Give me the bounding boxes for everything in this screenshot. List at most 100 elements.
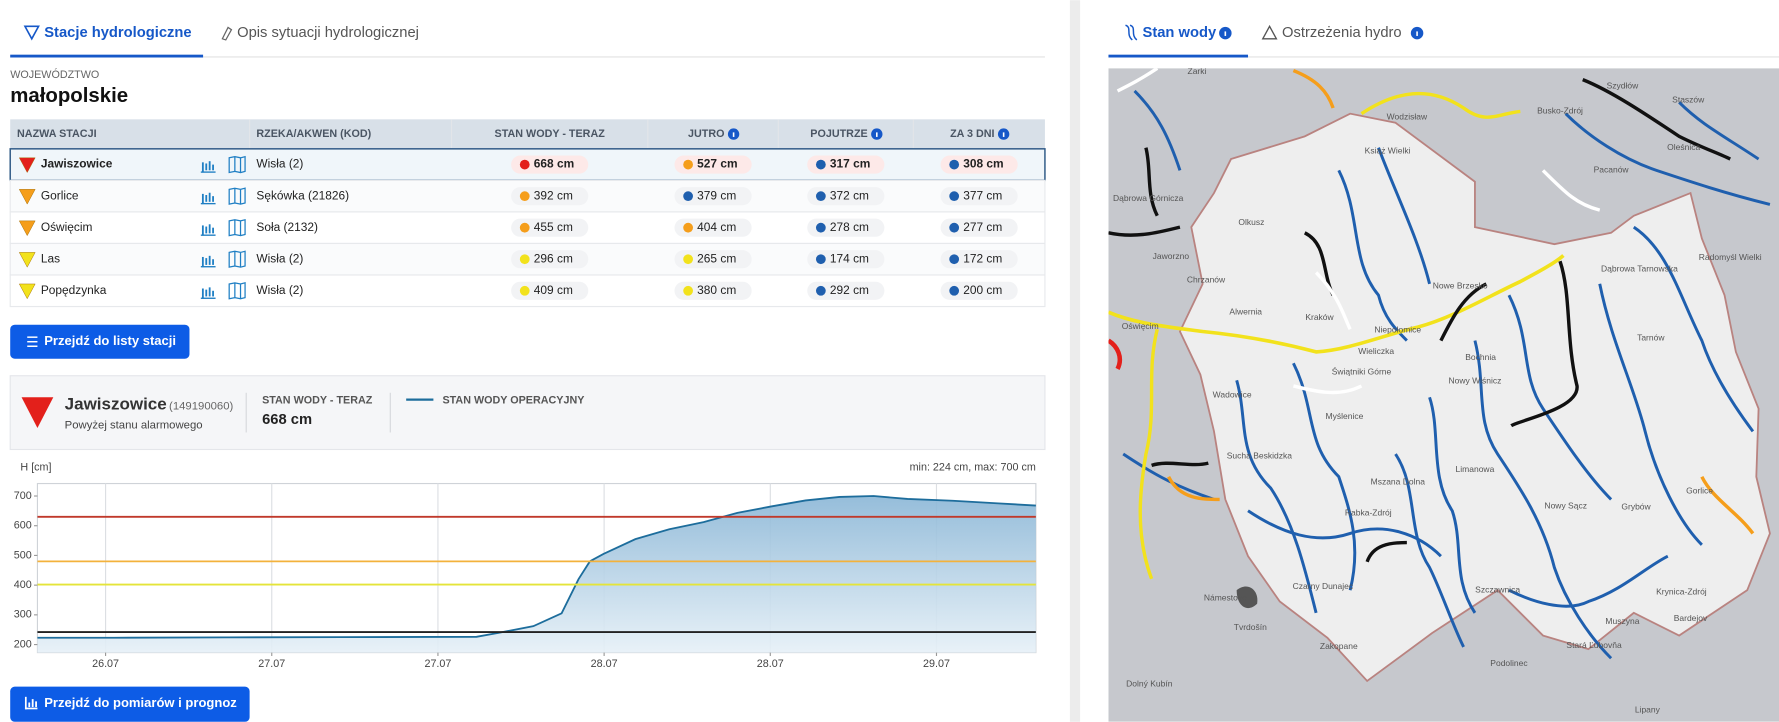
map-label: Radomyśl Wielki [1699, 252, 1762, 262]
level-value: 455 cm [534, 220, 573, 234]
column-header: ZA 3 DNI [950, 128, 994, 140]
icon-part [200, 202, 216, 205]
map-label: Busko-Zdrój [1537, 106, 1583, 116]
level-value: 296 cm [534, 251, 573, 265]
map-label: Gorlice [1686, 486, 1713, 496]
icon-part [200, 171, 216, 173]
map-label: Limanowa [1456, 464, 1495, 474]
x-tick-label: 28.07 [591, 658, 618, 670]
map-label: Dolný Kubín [1126, 679, 1173, 689]
tab[interactable]: Ostrzeżenia hydro [1282, 25, 1402, 41]
now-caption: STAN WODY - TERAZ [262, 395, 373, 407]
chart-icon[interactable] [200, 192, 216, 205]
map-label: Sucha Beskidzka [1227, 451, 1292, 461]
level-dot [519, 254, 530, 265]
level-value: 380 cm [697, 283, 736, 297]
map-label: Kraków [1305, 312, 1334, 322]
river-name: Sękówka (21826) [256, 188, 349, 202]
level-dot [949, 159, 960, 170]
map-label: Oświęcim [1122, 321, 1159, 331]
icon-part [212, 227, 214, 234]
level-pill [807, 218, 885, 237]
status-icon [18, 283, 36, 300]
level-pill [674, 250, 752, 269]
map-label: Świątniki Górne [1332, 366, 1392, 377]
list-button[interactable] [10, 324, 190, 359]
status-icon [18, 220, 36, 237]
icon-part [208, 255, 211, 265]
info-icon-glyph [1224, 31, 1227, 36]
map-icon[interactable] [228, 218, 246, 237]
level-pill [940, 155, 1018, 174]
level-dot [815, 191, 826, 202]
river-warning [1108, 254, 1565, 354]
tab[interactable]: Opis sytuacji hydrologicznej [237, 25, 419, 41]
tab[interactable]: Stacje hydrologiczne [44, 25, 191, 41]
chart-button[interactable] [10, 686, 250, 722]
station-name[interactable]: Jawiszowice [41, 157, 113, 171]
list-button-label[interactable]: Przejdź do listy stacji [44, 333, 176, 348]
level-pill [674, 155, 752, 174]
map-label: Bochnia [1465, 352, 1496, 362]
level-pill [807, 250, 885, 269]
legend-label: STAN WODY OPERACYJNY [442, 395, 584, 407]
map-label: Olkusz [1238, 217, 1264, 227]
station-name[interactable]: Las [41, 251, 60, 265]
map-label: Chrzanów [1187, 275, 1226, 285]
station-name[interactable]: Popędzynka [41, 283, 107, 297]
station-name[interactable]: Oświęcim [41, 220, 93, 234]
map-label: Szczawnica [1475, 584, 1520, 594]
area-fill [37, 496, 1036, 653]
map-label: Szydłów [1607, 81, 1640, 91]
level-dot [815, 254, 826, 265]
level-dot [683, 254, 693, 265]
map-icon[interactable] [228, 187, 246, 205]
map-label: Tarnów [1637, 333, 1665, 343]
tab[interactable]: Stan wody [1143, 25, 1217, 41]
chart-icon[interactable] [200, 255, 216, 268]
map-label: Mszana Dolna [1371, 477, 1426, 487]
y-tick-label: 700 [14, 490, 32, 502]
level-value: 392 cm [534, 188, 573, 202]
station-code: (149190060) [169, 400, 233, 412]
chart-icon[interactable] [200, 287, 216, 299]
y-tick-label: 600 [14, 520, 32, 532]
level-pill [674, 218, 752, 237]
map-icon[interactable] [228, 250, 246, 268]
chart-icon[interactable] [200, 161, 216, 173]
map-icon[interactable] [228, 155, 246, 174]
icon-part [200, 297, 216, 299]
icon-part [205, 163, 208, 171]
icon-part [208, 192, 211, 202]
x-tick-label: 26.07 [92, 658, 119, 670]
level-pill [674, 187, 752, 206]
station-name[interactable]: Gorlice [41, 188, 79, 202]
map-label: Grybów [1621, 502, 1651, 512]
level-value: 527 cm [697, 157, 737, 171]
map-label: Oleśnica [1667, 142, 1700, 152]
station-table: NAZWA STACJI RZEKA/AKWEN (KOD) STAN WODY -… [9, 119, 1046, 308]
y-tick-label: 200 [14, 638, 32, 650]
button-icon [24, 696, 38, 710]
map-icon[interactable] [228, 282, 246, 300]
level-value: 172 cm [963, 251, 1002, 265]
x-tick-label: 28.07 [757, 658, 784, 670]
now-value: 668 cm [262, 412, 312, 428]
chart: 200 300 400 500 600 700 26.07 27.07 27.07 28.07 28… [14, 482, 1037, 670]
icon-part [208, 224, 211, 234]
map-label: Podolinec [1490, 658, 1528, 668]
chart-icon[interactable] [200, 224, 216, 236]
map[interactable]: Żarki Szydłów Busko-Zdrój Staszów Oleśnica Pa… [1108, 66, 1779, 722]
level-dot [949, 222, 960, 233]
level-dot [519, 222, 530, 233]
river-alert [1167, 68, 1755, 535]
map-label: Jaworzno [1153, 251, 1190, 261]
tab-underline [10, 54, 204, 58]
icon-part [200, 234, 216, 236]
icon-part [205, 258, 208, 265]
level-value: 265 cm [697, 251, 736, 265]
level-pill [940, 187, 1018, 206]
column-header: JUTRO [688, 128, 725, 140]
chart-button-label[interactable]: Przejdź do pomiarów i prognoz [44, 695, 237, 710]
